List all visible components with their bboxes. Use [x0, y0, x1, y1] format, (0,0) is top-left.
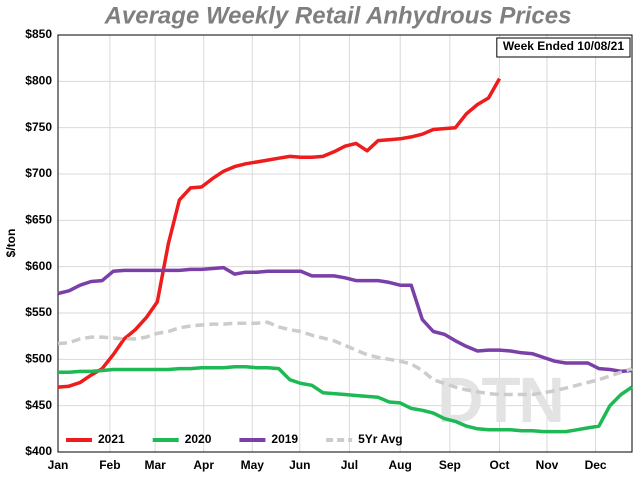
plot-border	[57, 34, 633, 453]
watermark: DTN	[437, 364, 563, 436]
x-tick-label: May	[241, 458, 265, 472]
chart-title: Average Weekly Retail Anhydrous Prices	[104, 2, 572, 29]
x-tick-label: Oct	[490, 458, 510, 472]
y-tick-label: $850	[25, 27, 52, 41]
y-tick-label: $700	[25, 166, 52, 180]
y-tick-label: $650	[25, 213, 52, 227]
series-line	[57, 320, 633, 397]
x-tick-label: Feb	[99, 458, 120, 472]
annotation: Week Ended 10/08/21	[503, 39, 625, 53]
x-tick-label: Jul	[341, 458, 358, 472]
legend-label: 2020	[185, 432, 212, 446]
series-line	[57, 265, 633, 374]
x-tick-label: Sep	[439, 458, 461, 472]
x-tick-label: Dec	[585, 458, 607, 472]
x-tick-label: Jan	[48, 458, 69, 472]
series-line	[58, 364, 633, 434]
legend-label: 5Yr Avg	[358, 432, 402, 446]
y-tick-label: $400	[25, 444, 52, 458]
y-tick-label: $450	[25, 398, 52, 412]
y-axis-label: $/ton	[4, 229, 18, 258]
y-tick-label: $800	[25, 74, 52, 88]
legend-label: 2021	[98, 432, 125, 446]
y-tick-label: $600	[25, 259, 52, 273]
legend-label: 2019	[271, 432, 298, 446]
x-tick-label: Jun	[289, 458, 310, 472]
y-tick-label: $550	[25, 305, 52, 319]
series-line	[57, 77, 502, 389]
x-tick-label: Aug	[389, 458, 412, 472]
y-tick-label: $750	[25, 120, 52, 134]
y-tick-label: $500	[25, 352, 52, 366]
x-tick-label: Mar	[144, 458, 166, 472]
x-tick-label: Apr	[193, 458, 214, 472]
x-tick-label: Nov	[536, 458, 559, 472]
annotation-box	[496, 37, 631, 58]
